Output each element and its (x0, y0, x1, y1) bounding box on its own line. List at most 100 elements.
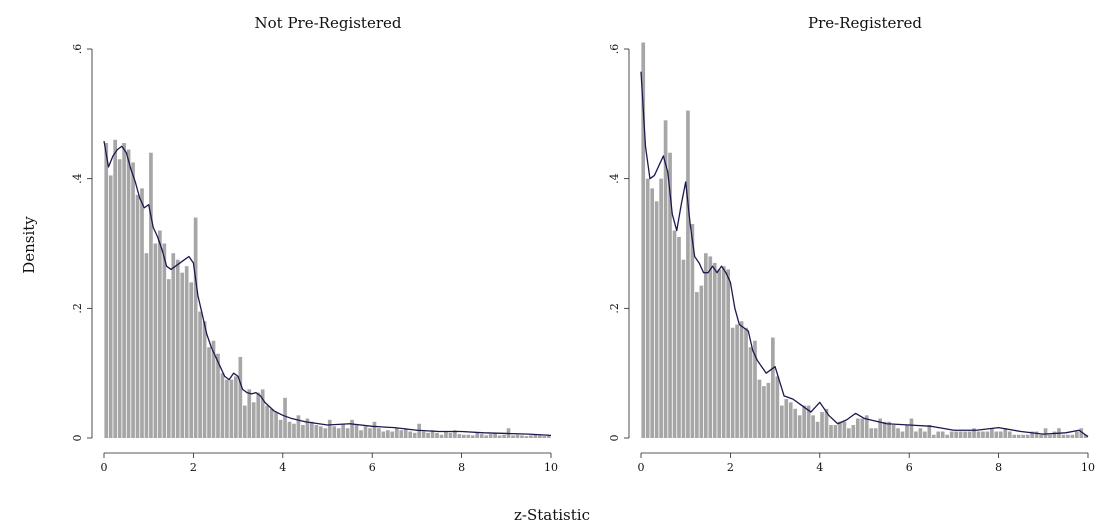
histogram-bar (256, 392, 261, 438)
histogram-bar (363, 426, 368, 438)
histogram-bar (878, 418, 882, 438)
histogram-bar (462, 434, 466, 438)
histogram-bar (135, 194, 140, 439)
histogram-bar (860, 418, 865, 438)
panel-title: Not Pre-Registered (255, 14, 402, 32)
histogram-bar (650, 188, 655, 438)
histogram-bar (144, 253, 149, 438)
histogram-bar (708, 256, 713, 438)
histogram-bar (654, 201, 659, 438)
histogram-bar (448, 432, 453, 438)
histogram-bar (824, 408, 829, 438)
axes: 0 .2 .4 .6 0 2 4 6 8 10 (71, 44, 558, 474)
histogram-bar (216, 353, 220, 438)
histogram-bar (149, 152, 153, 439)
histogram-bar (864, 415, 869, 438)
x-tick-label: 4 (279, 461, 286, 474)
histogram-bar (211, 340, 216, 438)
histogram-bar (497, 435, 502, 438)
y-axis-title: Density (20, 216, 38, 274)
histogram-bar (690, 224, 695, 438)
histogram-bar (887, 421, 891, 438)
histogram-bar (838, 421, 842, 438)
histogram-bar (686, 110, 690, 438)
histogram-bar (435, 432, 439, 438)
histogram-bar (1003, 428, 1008, 438)
histogram-bar (972, 428, 976, 438)
histogram-bar (914, 431, 918, 438)
histogram-bar (672, 230, 677, 438)
histogram-bar (238, 356, 243, 438)
y-tick-label: .4 (608, 173, 621, 184)
histogram-bar (444, 431, 448, 438)
histogram-bar (354, 425, 359, 438)
histogram-bar (855, 418, 860, 438)
histogram-bar (269, 408, 274, 438)
histogram-bar (131, 162, 135, 438)
y-tick-label: 0 (71, 435, 84, 442)
histogram-bar (1070, 434, 1075, 438)
x-tick-label: 4 (816, 461, 823, 474)
histogram-bar (793, 408, 798, 438)
histogram-bar (1034, 431, 1039, 438)
histogram-bar (762, 386, 766, 438)
histogram-bar (310, 421, 314, 438)
histogram-bar (229, 379, 234, 438)
histogram-bar (533, 434, 538, 438)
histogram-bar (381, 431, 386, 438)
histogram-bar (457, 434, 462, 438)
axes: 0 .2 .4 .6 0 2 4 6 8 10 (608, 44, 1095, 474)
histogram-bar (873, 428, 878, 438)
density-line-group (640, 71, 1089, 438)
histogram-bar (1039, 434, 1043, 438)
histogram-bar (1021, 434, 1026, 438)
histogram-bar (479, 434, 484, 438)
histogram-bar (985, 431, 990, 438)
histogram-bar (399, 430, 404, 438)
histogram-bar (1079, 428, 1084, 438)
histogram-bar (502, 434, 506, 438)
x-tick-label: 2 (727, 461, 734, 474)
histogram-bar (390, 431, 395, 438)
histogram-bar (242, 405, 247, 438)
histogram-bar (1012, 434, 1017, 438)
histogram-bar (318, 426, 323, 438)
histogram-bar (305, 418, 310, 438)
histogram-bar (403, 428, 408, 438)
histogram-bar (126, 149, 131, 439)
histogram-bar (166, 279, 171, 438)
x-tick-label: 10 (1081, 461, 1095, 474)
histogram-bar (453, 430, 457, 438)
histogram-bar (327, 419, 332, 438)
histogram-bar (668, 152, 672, 439)
histogram-bar (1074, 431, 1079, 438)
panel-pre-registered: Pre-Registered 0 .2 .4 .6 0 2 4 6 8 10 (608, 14, 1095, 474)
histogram-bar (359, 430, 363, 438)
histogram-bar (659, 178, 663, 439)
histogram-bar (797, 415, 802, 438)
histogram-bar (703, 253, 708, 438)
y-tick-label: .2 (608, 303, 621, 314)
y-tick-label: .6 (608, 44, 621, 55)
histogram-bar (175, 259, 180, 438)
histogram-bar (368, 428, 372, 438)
histogram-bar (430, 430, 435, 438)
histogram-bar (963, 431, 967, 438)
histogram-bar (198, 311, 202, 438)
density-line (640, 71, 1089, 438)
histogram-bar (663, 120, 668, 438)
histogram-bar (372, 421, 377, 438)
histogram-bar (104, 143, 109, 438)
histogram-bar (493, 432, 497, 438)
x-axis-title: z-Statistic (514, 506, 590, 524)
histogram-bar (802, 405, 806, 438)
histogram-bar (283, 397, 287, 438)
histogram-bar (833, 425, 838, 438)
x-tick-label: 2 (190, 461, 197, 474)
histogram-bar (923, 431, 927, 438)
histogram-bar (113, 139, 118, 438)
histogram-bars (641, 42, 1088, 439)
histogram-bar (735, 324, 739, 438)
histogram-bar (345, 428, 350, 438)
